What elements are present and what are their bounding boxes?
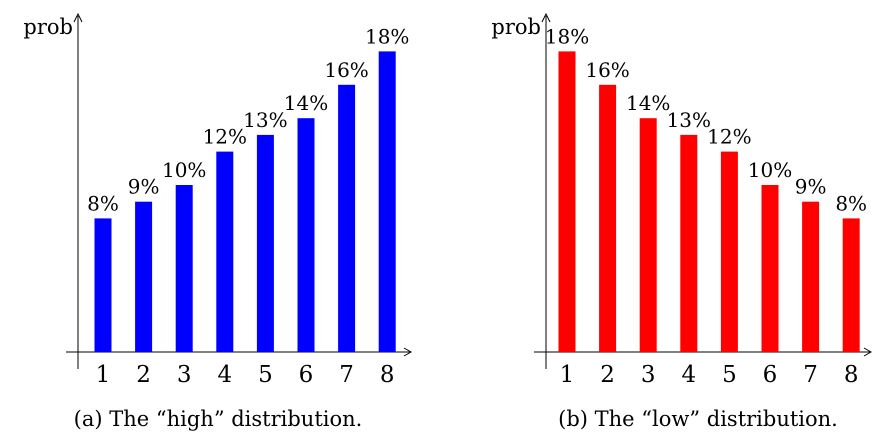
data-label: 8% xyxy=(835,191,867,215)
data-label: 8% xyxy=(87,191,119,215)
data-label: 12% xyxy=(707,125,751,149)
y-axis-arrow xyxy=(73,12,83,23)
data-label: 9% xyxy=(795,175,827,199)
data-label: 10% xyxy=(748,158,792,182)
bar xyxy=(297,118,315,352)
x-tick-label: 8 xyxy=(844,362,859,388)
bar xyxy=(599,84,617,353)
x-tick-label: 7 xyxy=(803,362,818,388)
data-label: 18% xyxy=(545,24,589,48)
data-label: 10% xyxy=(162,158,206,182)
data-label: 14% xyxy=(626,91,670,115)
x-tick-label: 6 xyxy=(299,362,314,388)
x-tick-label: 1 xyxy=(96,362,111,388)
x-tick-label: 1 xyxy=(560,362,575,388)
y-axis-arrow xyxy=(541,12,551,23)
x-tick-label: 4 xyxy=(681,362,696,388)
data-label: 16% xyxy=(585,58,629,82)
data-label: 13% xyxy=(667,108,711,132)
x-axis-arrow xyxy=(403,347,413,357)
chart-caption: (a) The “high” distribution. xyxy=(74,407,363,431)
bar xyxy=(639,118,657,352)
x-tick-label: 5 xyxy=(722,362,737,388)
bar xyxy=(135,201,153,352)
x-tick-label: 8 xyxy=(380,362,395,388)
x-tick-label: 3 xyxy=(177,362,192,388)
bar xyxy=(761,185,779,352)
data-label: 14% xyxy=(284,91,328,115)
bar xyxy=(256,134,274,352)
x-tick-label: 4 xyxy=(217,362,232,388)
bar xyxy=(378,51,396,353)
bar xyxy=(216,151,234,352)
x-tick-label: 2 xyxy=(136,362,151,388)
bar xyxy=(338,84,356,353)
data-label: 9% xyxy=(128,175,160,199)
bar xyxy=(94,218,112,352)
y-axis-label: prob xyxy=(23,15,73,39)
x-tick-label: 6 xyxy=(763,362,778,388)
bar xyxy=(680,134,698,352)
x-tick-label: 2 xyxy=(600,362,615,388)
data-label: 12% xyxy=(203,125,247,149)
bar xyxy=(720,151,738,352)
y-axis-label: prob xyxy=(491,15,541,39)
x-tick-label: 5 xyxy=(258,362,273,388)
bar xyxy=(802,201,820,352)
bar xyxy=(842,218,860,352)
x-tick-label: 7 xyxy=(339,362,354,388)
data-label: 18% xyxy=(365,24,409,48)
bar xyxy=(558,51,576,353)
x-axis-arrow xyxy=(863,347,873,357)
x-tick-label: 3 xyxy=(641,362,656,388)
data-label: 16% xyxy=(324,58,368,82)
data-label: 13% xyxy=(243,108,287,132)
bar xyxy=(175,185,193,352)
chart-caption: (b) The “low” distribution. xyxy=(558,407,838,431)
